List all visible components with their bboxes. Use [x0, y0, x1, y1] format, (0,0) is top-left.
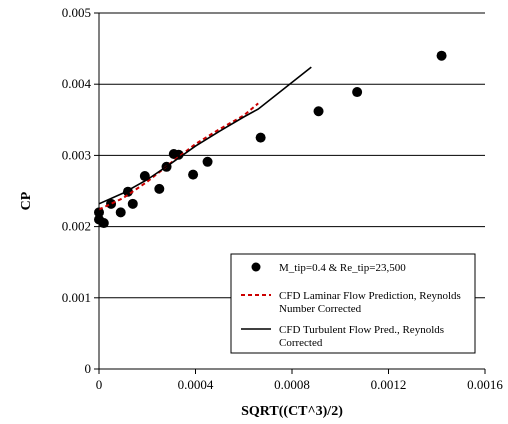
y-tick-label-0: 0 — [85, 361, 92, 376]
data-point-16 — [352, 87, 363, 98]
measured-data-points — [94, 50, 447, 229]
legend-box — [230, 253, 476, 354]
legend-label-1-line-1: Number Corrected — [279, 303, 362, 315]
turbulent-prediction-line — [98, 66, 312, 205]
data-point-12 — [188, 169, 199, 180]
data-point-7 — [139, 171, 150, 182]
legend-label-1: CFD Laminar Flow Prediction, Reynolds Num… — [279, 290, 461, 315]
data-point-15 — [313, 106, 324, 117]
data-point-13 — [202, 156, 213, 167]
x-tick-label-2: 0.0008 — [274, 377, 310, 392]
series-layer — [94, 50, 447, 229]
legend: M_tip=0.4 & Re_tip=23,500 CFD Laminar Flo… — [230, 253, 476, 354]
x-tick-label-1: 0.0004 — [178, 377, 214, 392]
data-point-2 — [98, 218, 109, 229]
y-axis-title: CP — [19, 191, 34, 210]
data-point-4 — [115, 207, 126, 218]
data-point-8 — [154, 183, 165, 194]
legend-label-2-line-1: Corrected — [279, 337, 323, 349]
axes — [94, 12, 486, 374]
x-tick-label-3: 0.0012 — [371, 377, 407, 392]
legend-label-2: CFD Turbulent Flow Pred., Reynolds Correc… — [279, 324, 444, 349]
legend-label-1-line-0: CFD Laminar Flow Prediction, Reynolds — [279, 290, 461, 302]
legend-label-2-line-0: CFD Turbulent Flow Pred., Reynolds — [279, 324, 444, 336]
y-tick-label-1: 0.001 — [62, 290, 91, 305]
y-tick-label-5: 0.005 — [62, 5, 91, 20]
data-point-6 — [127, 198, 138, 209]
y-tick-label-3: 0.003 — [62, 147, 91, 162]
legend-label-0: M_tip=0.4 & Re_tip=23,500 — [279, 262, 406, 274]
y-tick-label-4: 0.004 — [62, 76, 92, 91]
laminar-prediction-line — [98, 102, 259, 211]
x-tick-label-0: 0 — [96, 377, 103, 392]
data-point-3 — [106, 198, 117, 209]
data-point-14 — [255, 132, 266, 143]
data-point-17 — [436, 50, 447, 61]
tick-labels: 0 0.0004 0.0008 0.0012 0.0016 0 0.001 0.002 0.00… — [62, 5, 504, 392]
x-tick-label-4: 0.0016 — [467, 377, 503, 392]
x-axis-title: SQRT((CT^3)/2) — [241, 404, 343, 419]
legend-marker-symbol — [251, 262, 261, 272]
y-tick-label-2: 0.002 — [62, 219, 91, 234]
